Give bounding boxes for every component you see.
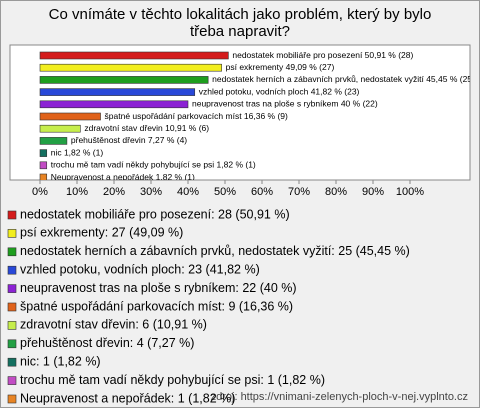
bar <box>39 100 189 109</box>
legend-label: zdravotní stav dřevin: 6 (10,91 %) <box>20 318 207 332</box>
legend-swatch <box>7 210 17 220</box>
x-tick-label: 80% <box>325 186 347 198</box>
bar-label: Neupravenost a nepořádek 1,82 % (1) <box>51 172 195 182</box>
legend-swatch <box>7 376 17 385</box>
bar <box>39 149 48 157</box>
bar-label: trochu mě tam vadí někdy pohybující se p… <box>51 160 256 170</box>
x-tick-label: 30% <box>140 186 162 198</box>
legend-swatch <box>7 394 17 404</box>
bar <box>39 124 81 133</box>
legend-label: Neupravenost a nepořádek: 1 (1,82 %) <box>20 391 235 405</box>
bar <box>39 137 68 145</box>
x-tick-label: 50% <box>214 186 236 198</box>
legend-swatch <box>7 284 17 293</box>
bar-label: zdravotní stav dřevin 10,91 % (6) <box>84 123 209 133</box>
bar <box>39 51 229 60</box>
bar-label: nedostatek herních a zábavních prvků, ne… <box>212 74 475 84</box>
legend-label: vzhled potoku, vodních ploch: 23 (41,82 … <box>20 262 260 276</box>
legend-label: psí exkrementy: 27 (49,09 %) <box>20 226 183 240</box>
bar <box>39 63 222 72</box>
bar <box>39 88 196 96</box>
legend-label: špatné uspořádání parkovacích míst: 9 (1… <box>20 299 293 313</box>
legend-swatch <box>7 229 17 238</box>
bar-label: špatné uspořádání parkovacích míst 16,36… <box>105 111 288 121</box>
legend-label: přehuštěnost dřevin: 4 (7,27 %) <box>20 336 194 350</box>
legend-label: trochu mě tam vadí někdy pohybující se p… <box>20 373 325 387</box>
x-tick-label: 20% <box>103 186 125 198</box>
x-tick-label: 70% <box>288 186 310 198</box>
legend-swatch <box>7 339 17 349</box>
bar-label: vzhled potoku, vodních ploch 41,82 % (23… <box>199 86 360 96</box>
x-tick-label: 60% <box>251 186 273 198</box>
legend-swatch <box>7 357 17 367</box>
legend-swatch <box>7 247 17 257</box>
bar-label: nic 1,82 % (1) <box>51 147 104 157</box>
legend-label: nic: 1 (1,82 %) <box>20 354 101 368</box>
x-tick-label: 100% <box>396 186 424 198</box>
bar <box>39 173 48 180</box>
legend-label: neupravenost tras na ploše s rybníkem: 2… <box>20 281 297 295</box>
legend-swatch <box>7 265 17 275</box>
legend-label: nedostatek mobiliáře pro posezení: 28 (5… <box>20 207 290 221</box>
legend-label: nedostatek herních a zábavních prvků, ne… <box>20 244 410 258</box>
chart-title: Co vnímáte v těchto lokalitách jako prob… <box>48 6 432 40</box>
bar-label: nedostatek mobiliáře pro posezení 50,91 … <box>232 50 413 60</box>
bar <box>39 76 209 84</box>
legend-swatch <box>7 302 17 312</box>
legend-swatch <box>7 321 17 330</box>
source: zdroj: https://vnimani-zelenych-ploch-v-… <box>211 391 468 403</box>
bar-label: psí exkrementy 49,09 % (27) <box>226 62 335 72</box>
bar-label: neupravenost tras na ploše s rybníkem 40… <box>192 99 378 109</box>
bar-label: přehuštěnost dřevin 7,27 % (4) <box>71 135 187 145</box>
x-tick-label: 10% <box>66 186 88 198</box>
x-tick-label: 90% <box>362 186 384 198</box>
x-tick-label: 40% <box>177 186 199 198</box>
bar <box>39 161 48 170</box>
bar <box>39 112 101 121</box>
x-tick-label: 0% <box>32 186 48 198</box>
